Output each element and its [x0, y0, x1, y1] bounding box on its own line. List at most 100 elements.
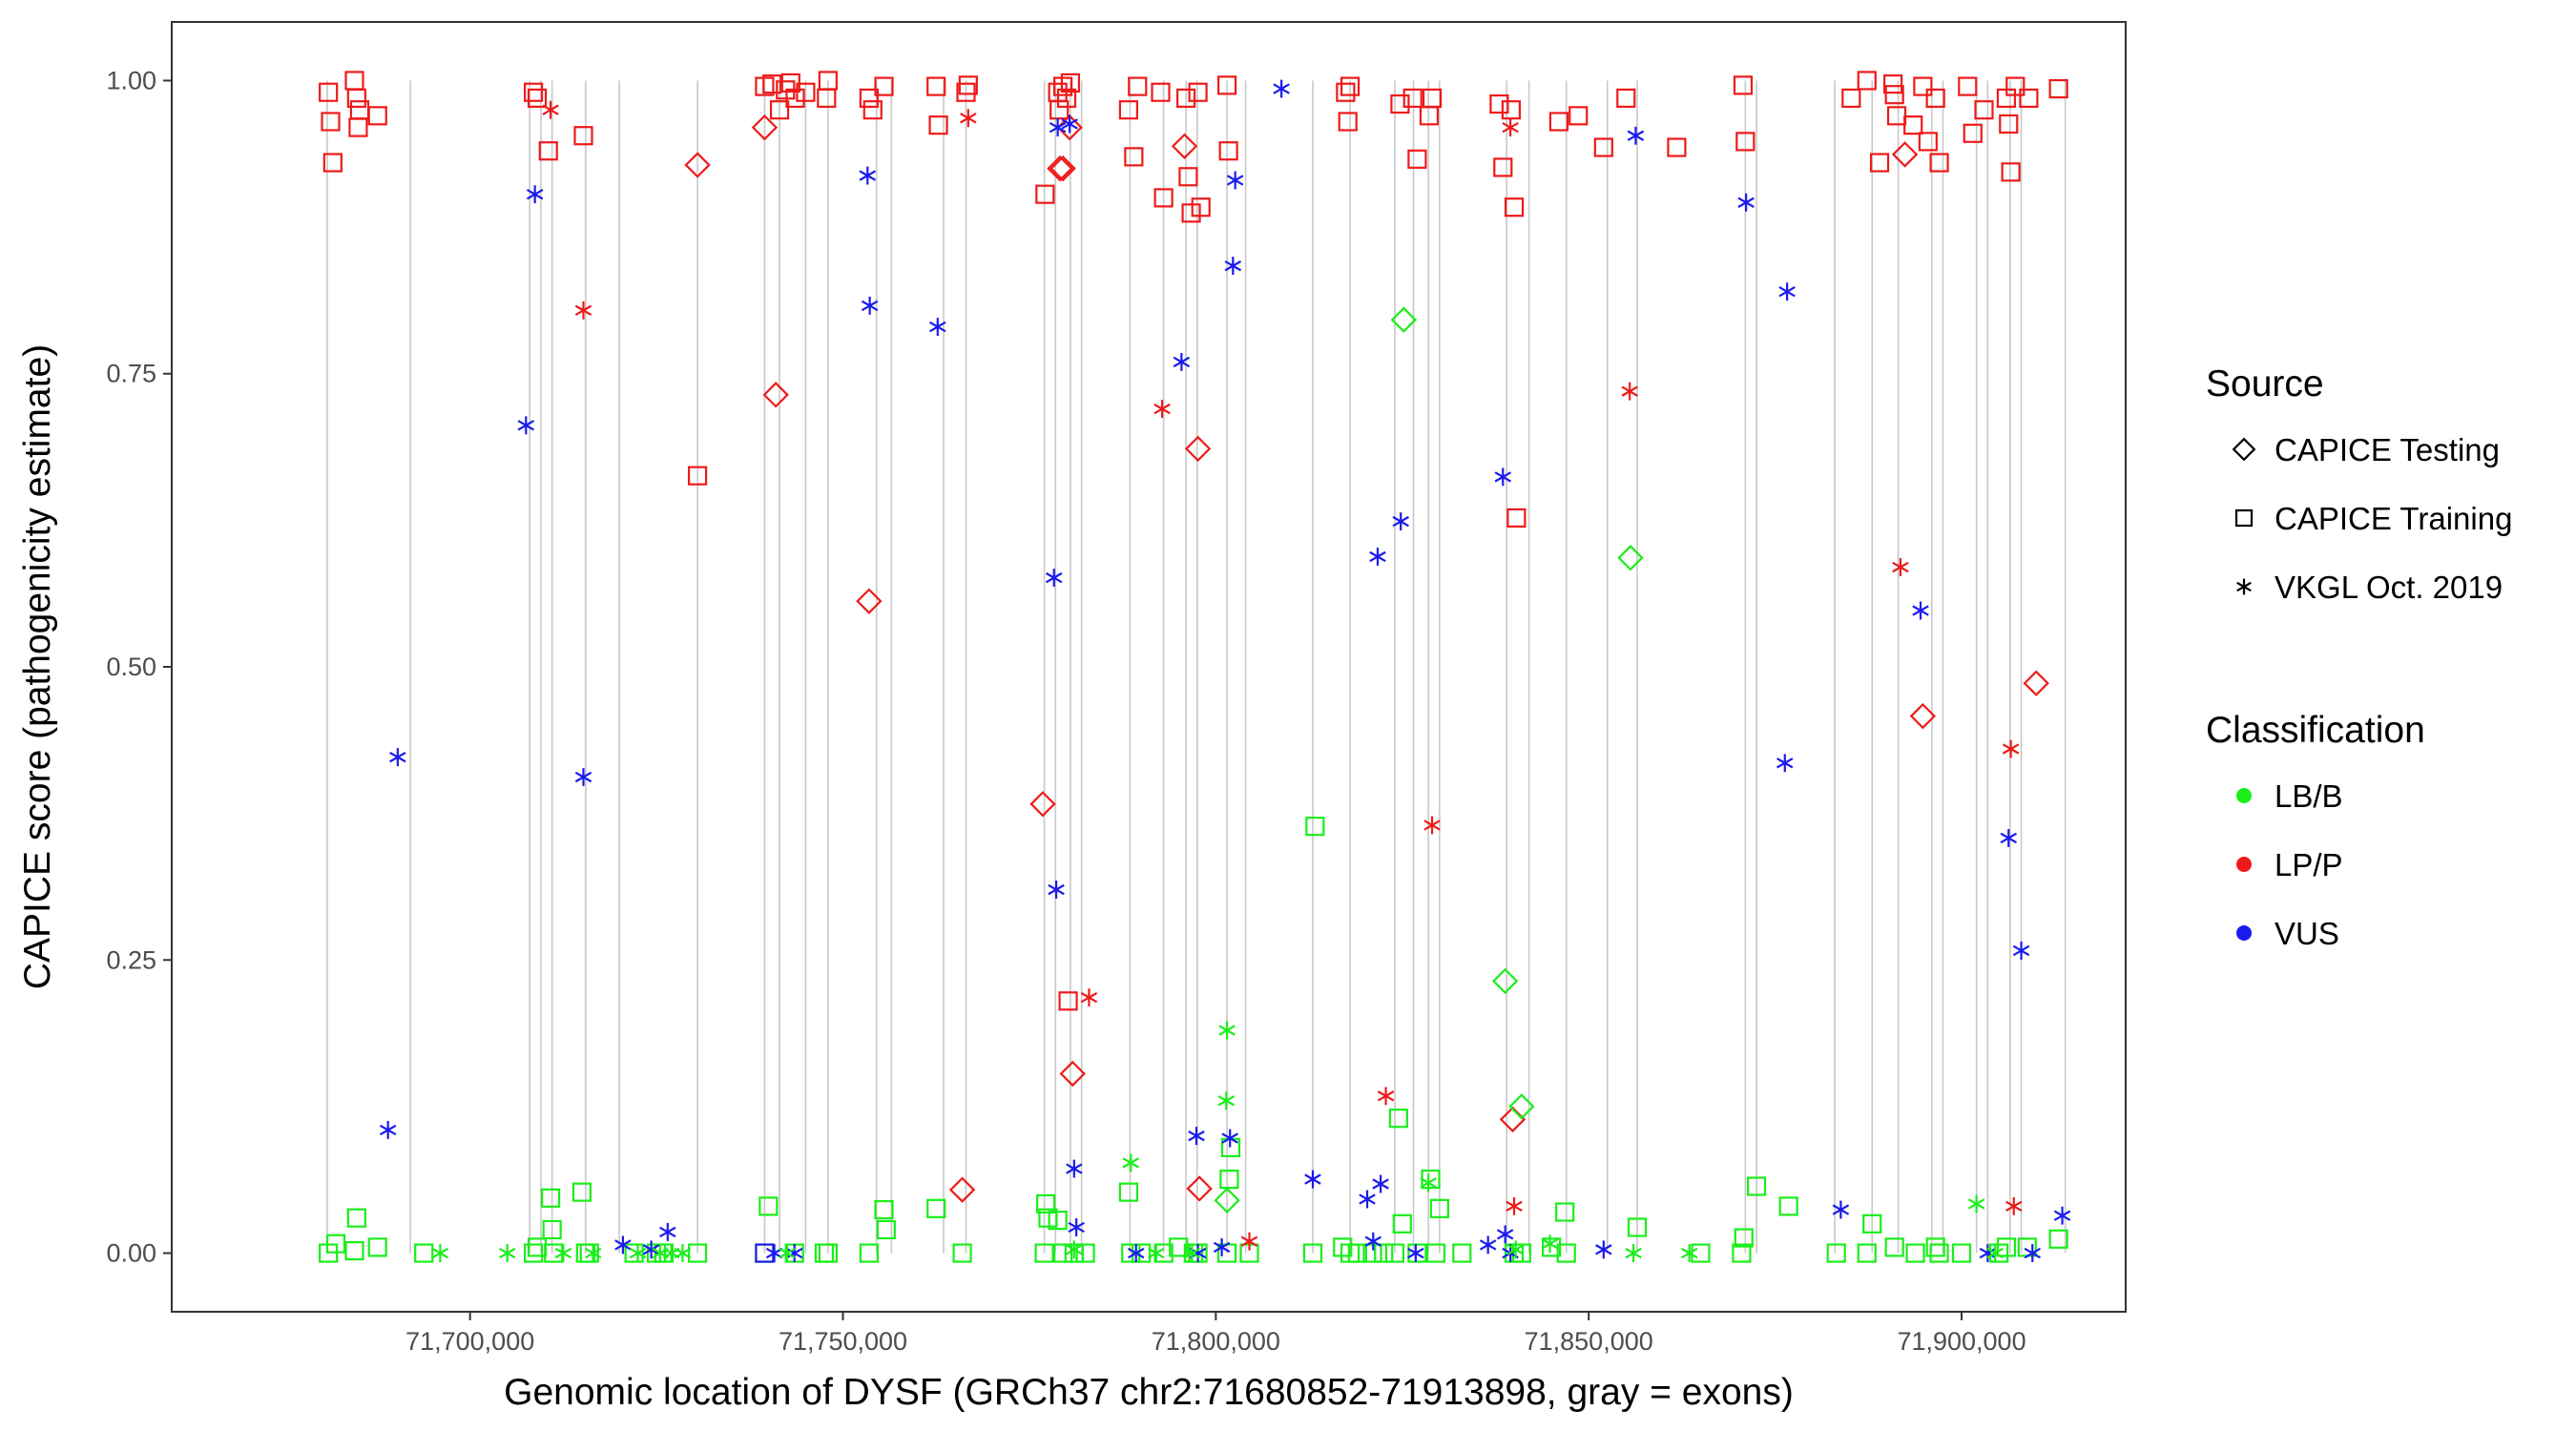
- point-training-lbb: [1384, 1243, 1405, 1263]
- point-training-lpp: [1489, 93, 1509, 114]
- point-vkgl-lbb: [554, 1244, 572, 1262]
- point-training-lpp: [1903, 115, 1923, 135]
- point-training-lpp: [1593, 137, 1613, 157]
- point-training-lbb: [1388, 1109, 1408, 1129]
- point-vkgl-lpp: [960, 109, 977, 128]
- point-vkgl-lbb: [1420, 1173, 1437, 1192]
- point-training-lbb: [1511, 1243, 1531, 1263]
- x-tick-label: 71,900,000: [1897, 1327, 2025, 1356]
- point-vkgl-vus: [1364, 1232, 1382, 1251]
- point-training-lbb: [524, 1243, 544, 1263]
- point-training-lpp: [862, 100, 883, 120]
- point-testing-lpp: [1184, 435, 1212, 463]
- point-vkgl-vus: [1061, 114, 1078, 134]
- point-vkgl-vus: [1213, 1237, 1231, 1256]
- point-training-lpp: [1667, 137, 1687, 157]
- point-training-lpp: [1118, 100, 1138, 120]
- point-vkgl-vus: [861, 296, 879, 315]
- point-training-lbb: [1429, 1198, 1449, 1218]
- point-testing-lbb: [1508, 1093, 1535, 1120]
- point-training-lbb: [1034, 1243, 1054, 1263]
- point-vkgl-vus: [1737, 193, 1755, 212]
- point-training-lpp: [762, 74, 782, 94]
- point-vkgl-vus: [1369, 548, 1386, 566]
- point-training-lpp: [346, 88, 366, 108]
- point-training-lpp: [1918, 132, 1938, 152]
- legend-source-title: Source: [2206, 363, 2324, 404]
- point-training-lpp: [1124, 147, 1144, 167]
- point-training-lpp: [1338, 112, 1358, 132]
- point-training-lpp: [367, 106, 387, 126]
- point-training-lpp: [1974, 100, 1994, 120]
- point-training-lpp: [1178, 167, 1198, 187]
- point-training-lpp: [2019, 88, 2039, 108]
- point-vkgl-lbb: [499, 1244, 516, 1262]
- point-training-lpp: [1218, 141, 1238, 161]
- point-training-lbb: [346, 1208, 366, 1228]
- point-vkgl-lbb: [1066, 1240, 1083, 1259]
- point-vkgl-vus: [517, 416, 535, 435]
- point-vkgl-lbb: [1218, 1021, 1236, 1040]
- point-vkgl-vus: [642, 1240, 660, 1259]
- point-training-lpp: [1175, 88, 1196, 108]
- legend-label-lbb: LB/B: [2275, 778, 2343, 814]
- point-training-lpp: [2048, 78, 2068, 99]
- point-training-lpp: [1402, 88, 1423, 108]
- point-training-lpp: [956, 82, 976, 102]
- point-vkgl-vus: [2053, 1206, 2071, 1225]
- point-vkgl-vus: [1048, 881, 1065, 899]
- point-training-lpp: [785, 88, 805, 108]
- point-vkgl-vus: [1832, 1200, 1850, 1219]
- y-axis: 0.00 0.25 0.50 0.75 1.00: [106, 66, 172, 1268]
- point-training-lpp: [1035, 184, 1055, 204]
- point-training-lpp: [1493, 157, 1513, 177]
- x-axis-title: Genomic location of DYSF (GRCh37 chr2:71…: [504, 1372, 1794, 1413]
- point-training-lpp: [958, 75, 978, 95]
- point-training-lbb: [1347, 1243, 1367, 1263]
- point-vkgl-lbb: [584, 1244, 602, 1262]
- point-testing-lpp: [1171, 133, 1198, 159]
- point-vkgl-lbb: [1541, 1234, 1559, 1254]
- point-training-lbb: [1732, 1243, 1752, 1263]
- point-vkgl-lbb: [779, 1244, 796, 1262]
- x-tick-label: 71,750,000: [779, 1327, 907, 1356]
- point-vkgl-lbb: [1148, 1244, 1165, 1262]
- x-tick-label: 71,700,000: [405, 1327, 534, 1356]
- point-vkgl-vus: [1776, 754, 1794, 773]
- y-tick-label: 0.75: [106, 360, 156, 388]
- point-training-lpp: [1506, 508, 1527, 529]
- point-training-lbb: [1996, 1237, 2017, 1257]
- point-testing-lbb: [1491, 967, 1519, 995]
- point-vkgl-lpp: [2005, 1196, 2023, 1215]
- legend-class-items: LB/B LP/P VUS: [2236, 778, 2343, 951]
- point-testing-lpp: [1186, 1175, 1213, 1202]
- point-vkgl-lbb: [1680, 1244, 1698, 1262]
- point-vkgl-vus: [859, 166, 877, 185]
- point-vkgl-vus: [1173, 352, 1191, 371]
- legend-key-training: [2234, 508, 2254, 528]
- point-vkgl-vus: [1068, 1218, 1085, 1236]
- point-training-lbb: [1951, 1243, 1972, 1263]
- point-training-lbb: [859, 1243, 879, 1263]
- point-training-lbb: [1407, 1243, 1427, 1263]
- point-vkgl-lpp: [1892, 558, 1909, 576]
- x-tick-label: 71,800,000: [1152, 1327, 1280, 1356]
- point-vkgl-vus: [2012, 941, 2030, 960]
- point-vkgl-vus: [1912, 601, 1929, 620]
- point-training-lpp: [1925, 88, 1945, 108]
- point-vkgl-vus: [526, 185, 544, 204]
- point-vkgl-vus: [1273, 79, 1290, 98]
- point-testing-lbb: [1617, 544, 1644, 571]
- point-vkgl-vus: [1188, 1127, 1205, 1146]
- point-vkgl-lpp: [2002, 739, 2020, 758]
- point-training-lpp: [527, 88, 548, 108]
- point-vkgl-vus: [1226, 171, 1244, 190]
- point-training-lbb: [1038, 1208, 1058, 1228]
- x-tick-label: 71,850,000: [1525, 1327, 1653, 1356]
- point-training-lbb: [624, 1243, 644, 1263]
- point-training-lbb: [325, 1234, 346, 1254]
- point-vkgl-lbb: [629, 1244, 647, 1262]
- point-training-lpp: [1181, 203, 1201, 223]
- point-training-lbb: [1778, 1196, 1798, 1216]
